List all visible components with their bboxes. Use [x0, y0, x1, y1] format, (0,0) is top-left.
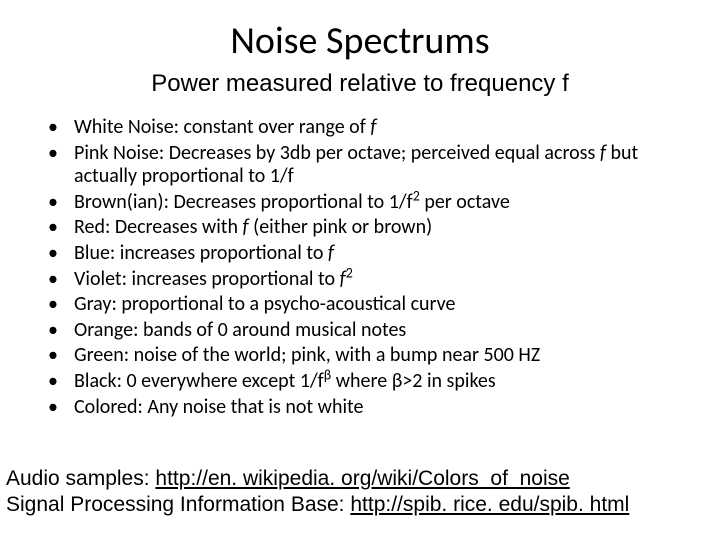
- footer-line-2: Signal Processing Information Base: http…: [6, 492, 714, 518]
- bullet-list: White Noise: constant over range of f Pi…: [20, 116, 700, 419]
- footer-label: Signal Processing Information Base:: [6, 493, 350, 516]
- footer-line-1: Audio samples: http://en. wikipedia. org…: [6, 466, 714, 492]
- footer-link[interactable]: http://en. wikipedia. org/wiki/Colors_of…: [155, 467, 569, 490]
- slide-title: Noise Spectrums: [20, 18, 700, 64]
- slide-subtitle: Power measured relative to frequency f: [20, 70, 700, 98]
- footer-label: Audio samples:: [6, 467, 155, 490]
- list-item: Gray: proportional to a psycho-acoustica…: [48, 293, 690, 317]
- list-item: Colored: Any noise that is not white: [48, 396, 690, 420]
- footer-link[interactable]: http://spib. rice. edu/spib. html: [350, 493, 629, 516]
- list-item: Violet: increases proportional to f2: [48, 268, 690, 292]
- list-item: White Noise: constant over range of f: [48, 116, 690, 140]
- list-item: Blue: increases proportional to f: [48, 242, 690, 266]
- list-item: Green: noise of the world; pink, with a …: [48, 344, 690, 368]
- list-item: Brown(ian): Decreases proportional to 1/…: [48, 191, 690, 215]
- list-item: Pink Noise: Decreases by 3db per octave;…: [48, 142, 690, 189]
- list-item: Red: Decreases with f (either pink or br…: [48, 216, 690, 240]
- list-item: Orange: bands of 0 around musical notes: [48, 319, 690, 343]
- list-item: Black: 0 everywhere except 1/fβ where β>…: [48, 370, 690, 394]
- footer: Audio samples: http://en. wikipedia. org…: [6, 466, 714, 519]
- slide: Noise Spectrums Power measured relative …: [0, 0, 720, 540]
